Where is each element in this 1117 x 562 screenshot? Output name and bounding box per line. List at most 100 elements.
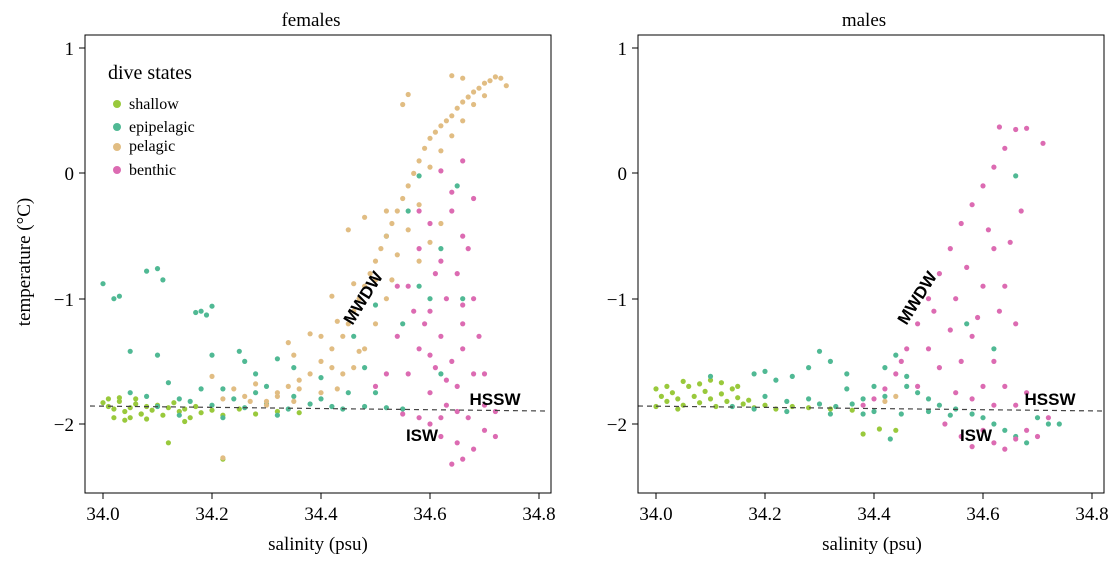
point-benthic (953, 390, 959, 396)
point-shallow (165, 405, 171, 411)
point-pelagic (443, 118, 449, 124)
point-pelagic (471, 101, 477, 108)
mwdw-annotation: MWDW (894, 267, 942, 328)
point-benthic (931, 308, 937, 314)
males-y-tick-label: 1 (618, 39, 628, 60)
point-benthic (1034, 433, 1041, 440)
point-epipelagic (784, 408, 790, 415)
point-epipelagic (209, 303, 215, 309)
point-pelagic (334, 386, 340, 392)
point-epipelagic (231, 396, 237, 402)
males-panel: males 34.0 34.2 34.4 34.6 34.8 −2 −1 0 1… (607, 10, 1109, 555)
hssw-annotation: HSSW (470, 390, 522, 409)
point-epipelagic (871, 383, 877, 389)
point-shallow (713, 403, 719, 410)
point-benthic (1002, 283, 1008, 289)
point-shallow (274, 408, 280, 415)
males-y-tick-label: −1 (607, 290, 627, 311)
point-benthic (991, 402, 997, 408)
males-x-tick-label: 34.0 (639, 504, 672, 525)
point-epipelagic (263, 383, 270, 389)
point-epipelagic (160, 277, 166, 283)
point-shallow (686, 383, 692, 389)
point-shallow (697, 400, 703, 406)
point-pelagic (285, 383, 291, 389)
point-shallow (740, 401, 746, 407)
point-benthic (958, 433, 964, 440)
point-shallow (116, 398, 122, 404)
point-epipelagic (827, 411, 834, 417)
point-benthic (1013, 436, 1019, 442)
point-shallow (789, 403, 795, 410)
point-pelagic (247, 398, 253, 404)
point-benthic (471, 296, 477, 302)
point-epipelagic (1002, 427, 1008, 433)
point-benthic (454, 440, 460, 446)
legend-title: dive states (108, 62, 192, 84)
point-epipelagic (925, 408, 932, 415)
point-pelagic (449, 73, 455, 79)
point-epipelagic (707, 373, 714, 379)
females-reference-line (89, 405, 547, 412)
point-pelagic (291, 352, 297, 358)
point-benthic (969, 333, 975, 339)
legend-swatch-epipelagic (113, 123, 121, 131)
legend-label-epipelagic: epipelagic (129, 119, 195, 136)
point-benthic (969, 396, 975, 402)
point-pelagic (345, 321, 351, 327)
point-benthic (958, 358, 964, 364)
point-benthic (454, 383, 460, 389)
point-epipelagic (789, 373, 795, 379)
isw-annotation: ISW (406, 426, 439, 445)
point-epipelagic (351, 333, 357, 339)
point-benthic (915, 383, 921, 389)
point-shallow (675, 396, 681, 402)
point-epipelagic (318, 375, 324, 381)
point-epipelagic (291, 365, 297, 371)
point-benthic (947, 327, 953, 333)
point-shallow (253, 411, 259, 417)
point-epipelagic (904, 383, 910, 389)
point-epipelagic (844, 371, 850, 377)
point-pelagic (372, 258, 379, 264)
point-epipelagic (253, 390, 259, 396)
point-pelagic (449, 113, 455, 119)
point-pelagic (274, 390, 280, 396)
point-epipelagic (762, 393, 768, 399)
point-epipelagic (844, 386, 850, 392)
point-pelagic (274, 393, 280, 399)
point-pelagic (416, 158, 422, 164)
point-shallow (724, 398, 730, 404)
point-epipelagic (947, 412, 953, 418)
point-pelagic (329, 346, 335, 352)
point-benthic (476, 333, 482, 339)
point-shallow (664, 398, 670, 404)
point-pelagic (427, 135, 433, 141)
point-shallow (171, 400, 177, 406)
point-epipelagic (154, 266, 161, 272)
males-x-tick-label: 34.8 (1075, 504, 1108, 525)
point-benthic (980, 183, 986, 189)
point-epipelagic (1034, 415, 1041, 421)
point-epipelagic (980, 415, 986, 421)
point-epipelagic (187, 398, 193, 404)
point-epipelagic (400, 406, 406, 412)
point-shallow (165, 440, 171, 446)
point-pelagic (427, 164, 433, 170)
point-pelagic (351, 365, 357, 371)
point-epipelagic (154, 352, 161, 358)
point-epipelagic (806, 396, 812, 402)
point-pelagic (492, 74, 498, 80)
point-benthic (449, 208, 455, 214)
point-pelagic (460, 118, 466, 124)
point-benthic (449, 358, 455, 364)
point-epipelagic (285, 406, 291, 412)
point-benthic (996, 124, 1003, 130)
point-benthic (860, 402, 866, 408)
point-pelagic (356, 296, 362, 302)
females-x-tick-label: 34.6 (413, 504, 446, 525)
point-benthic (427, 220, 433, 227)
point-pelagic (351, 308, 357, 314)
point-shallow (876, 426, 883, 432)
point-epipelagic (274, 356, 280, 362)
